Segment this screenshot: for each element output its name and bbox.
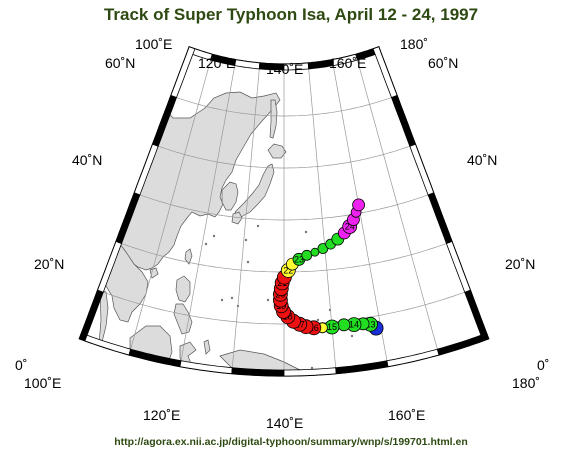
- track-day-label: 16: [309, 323, 319, 333]
- lat-label-left-0: 0˚: [15, 357, 27, 373]
- japan-hokkaido: [267, 143, 287, 159]
- lat-label-right-40: 40˚N: [467, 152, 497, 168]
- lat-label-right-0: 0˚: [537, 357, 549, 373]
- malay-peninsula: [98, 289, 109, 345]
- parallel-line: [170, 95, 398, 117]
- lon-label-top-140: 140˚E: [266, 61, 303, 77]
- track-day-label: 13: [365, 319, 375, 329]
- borneo: [129, 325, 173, 375]
- parallel-line: [134, 192, 434, 221]
- lon-label-bottom-180: 180˚: [512, 375, 540, 391]
- lon-label-top-100: 100˚E: [135, 36, 172, 52]
- track-day-label: 23: [294, 254, 304, 264]
- track-point: [337, 318, 351, 332]
- lon-label-bottom-140: 140˚E: [266, 415, 303, 431]
- taiwan: [184, 248, 193, 265]
- lon-label-bottom-160: 160˚E: [388, 407, 425, 423]
- frame-segment: [170, 46, 196, 99]
- track-points: 131415161718192021222324: [272, 198, 384, 336]
- track-point: [301, 249, 313, 261]
- lon-label-top-120: 120˚E: [198, 55, 235, 71]
- kyushu: [231, 211, 243, 225]
- track-point: [352, 198, 366, 212]
- lat-label-right-20: 20˚N: [505, 256, 535, 272]
- lon-label-bottom-100: 100˚E: [24, 375, 61, 391]
- track-day-label: 14: [349, 320, 359, 330]
- lon-label-top-160: 160˚E: [329, 55, 366, 71]
- sakhalin: [269, 99, 278, 139]
- lon-labels-bottom: 100˚E 120˚E 140˚E 160˚E 180˚: [24, 375, 540, 431]
- map-title: Track of Super Typhoon Isa, April 12 - 2…: [103, 5, 479, 24]
- lat-label-left-20: 20˚N: [34, 256, 64, 272]
- halmahera: [203, 339, 211, 355]
- lon-label-top-180: 180˚: [400, 36, 428, 52]
- track-day-label: 24: [345, 222, 355, 232]
- lat-label-right-60: 60˚N: [428, 55, 458, 71]
- small-islands: [204, 224, 374, 374]
- luzon: [175, 275, 191, 303]
- track-point: [310, 247, 320, 257]
- source-url: http://agora.ex.nii.ac.jp/digital-typhoo…: [114, 436, 468, 448]
- map-frame: [78, 46, 490, 377]
- track-day-label: 15: [327, 322, 337, 332]
- lat-label-left-40: 40˚N: [72, 152, 102, 168]
- korea-peninsula: [221, 181, 239, 211]
- track-day-label: 22: [283, 265, 293, 275]
- parallel-line: [152, 143, 416, 169]
- lat-labels-left: 60˚N 40˚N 20˚N 0˚: [15, 55, 135, 373]
- parallel-line: [97, 289, 471, 325]
- frame-segment: [372, 46, 398, 99]
- lon-label-bottom-120: 120˚E: [143, 407, 180, 423]
- lat-label-left-60: 60˚N: [105, 55, 135, 71]
- lon-labels-top: 100˚E 120˚E 140˚E 160˚E 180˚: [135, 36, 428, 77]
- lat-labels-right: 60˚N 40˚N 20˚N 0˚: [428, 55, 549, 373]
